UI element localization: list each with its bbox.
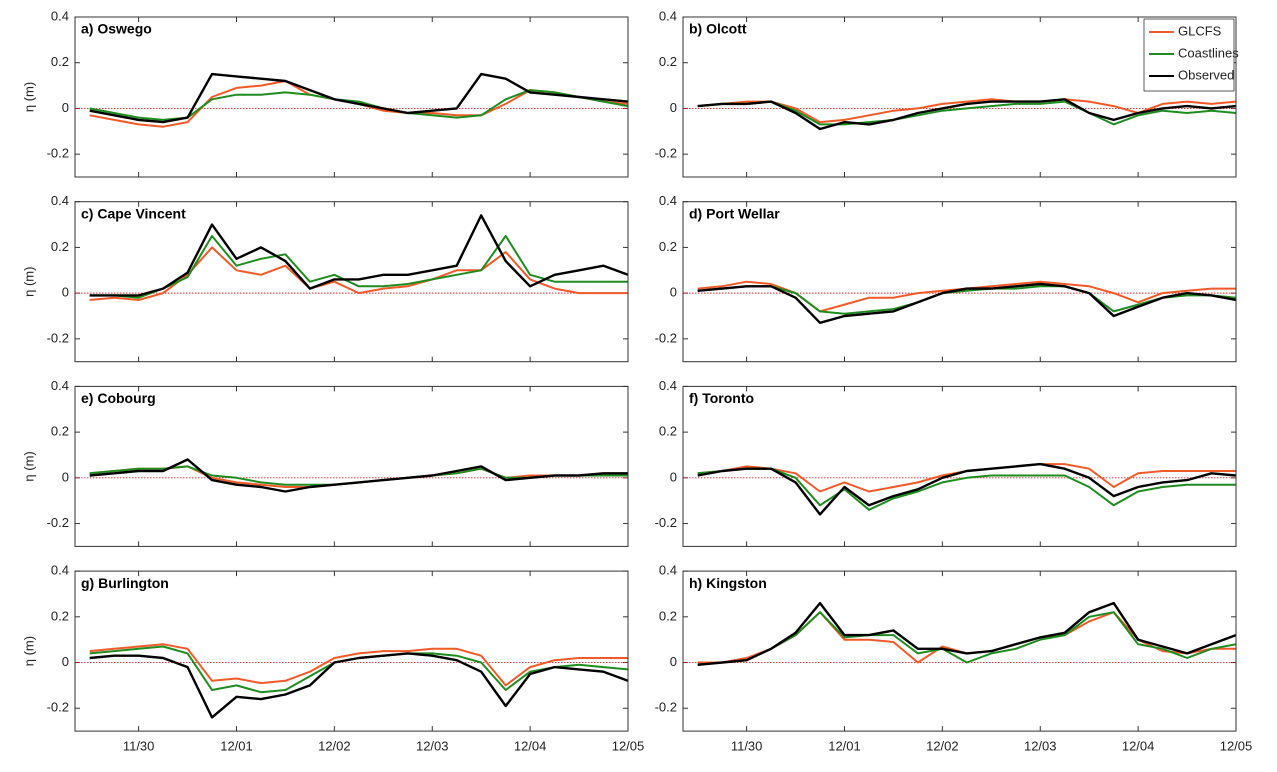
y-tick-label: -0.2 — [655, 700, 677, 715]
y-tick-label: 0 — [670, 100, 677, 115]
panel-title: g) Burlington — [81, 575, 169, 591]
y-tick-label: 0.4 — [659, 563, 677, 578]
panel-title: f) Toronto — [689, 390, 754, 406]
x-tick-label: 12/02 — [318, 739, 351, 754]
plot-area — [75, 571, 628, 732]
plot-lines — [697, 462, 1236, 516]
plot-area — [75, 201, 628, 362]
plot-lines — [89, 643, 628, 719]
y-tick-label: 0 — [670, 654, 677, 669]
plot-area — [75, 386, 628, 547]
x-tick-label: 12/01 — [828, 739, 861, 754]
series-line — [89, 72, 628, 124]
x-tick-label: 12/02 — [926, 739, 959, 754]
x-tick-label: 12/03 — [416, 739, 449, 754]
y-tick-label: 0.4 — [659, 193, 677, 208]
x-tick-label: 12/04 — [1122, 739, 1155, 754]
plot-frame — [682, 385, 1237, 547]
x-tick-label: 11/30 — [731, 739, 763, 754]
y-tick-label: 0.4 — [51, 193, 69, 208]
y-tick-label: 0.4 — [51, 8, 69, 23]
x-tick-label: 12/05 — [612, 739, 645, 754]
plot-frame — [74, 385, 629, 547]
panel-title: h) Kingston — [689, 575, 767, 591]
y-tick-label: 0.4 — [659, 8, 677, 23]
plot-lines — [697, 280, 1236, 324]
y-tick-label: 0.2 — [659, 424, 677, 439]
panel-title: e) Cobourg — [81, 390, 156, 406]
x-tick-label: 12/04 — [514, 739, 547, 754]
y-tick-label: -0.2 — [47, 700, 69, 715]
x-tick-label: 11/30 — [123, 739, 155, 754]
y-tick-label: 0.2 — [51, 54, 69, 69]
y-tick-label: 0.2 — [51, 239, 69, 254]
plot-frame — [74, 570, 629, 732]
y-tick-label: -0.2 — [47, 146, 69, 161]
legend-label: GLCFS — [1178, 23, 1222, 38]
x-tick-label: 12/05 — [1220, 739, 1253, 754]
plot-lines — [697, 98, 1236, 131]
series-line — [697, 601, 1236, 666]
series-line — [89, 214, 628, 297]
legend-label: Observed — [1178, 67, 1234, 82]
y-tick-label: 0.2 — [659, 54, 677, 69]
series-line — [697, 98, 1236, 131]
series-line — [89, 652, 628, 719]
series-line — [697, 611, 1236, 666]
legend-label: Coastlines — [1178, 45, 1239, 60]
series-line — [697, 462, 1236, 516]
series-line — [697, 100, 1236, 126]
y-tick-label: 0.2 — [51, 608, 69, 623]
y-tick-label: 0.4 — [659, 378, 677, 393]
panel-title: d) Port Wellar — [689, 205, 780, 221]
x-tick-label: 12/03 — [1024, 739, 1057, 754]
y-tick-label: -0.2 — [655, 146, 677, 161]
series-line — [89, 235, 628, 299]
y-tick-label: 0 — [62, 100, 69, 115]
series-line — [697, 282, 1236, 324]
y-tick-label: 0 — [670, 285, 677, 300]
plot-frame — [74, 201, 629, 363]
y-tick-label: 0.4 — [51, 563, 69, 578]
y-tick-label: -0.2 — [47, 515, 69, 530]
y-tick-label: 0.2 — [659, 608, 677, 623]
series-line — [697, 98, 1236, 124]
y-axis-label: η (m) — [21, 636, 36, 666]
plot-frame — [682, 201, 1237, 363]
plot-area — [75, 17, 628, 177]
panel-title: c) Cape Vincent — [81, 205, 186, 221]
y-tick-label: 0 — [670, 469, 677, 484]
y-axis-label: η (m) — [21, 267, 36, 297]
plot-lines — [697, 601, 1236, 666]
series-line — [697, 285, 1236, 315]
x-tick-label: 12/01 — [220, 739, 253, 754]
plot-frame — [682, 16, 1237, 178]
plot-area — [683, 386, 1236, 547]
y-tick-label: -0.2 — [655, 330, 677, 345]
plot-lines — [89, 72, 628, 128]
y-tick-label: 0.2 — [51, 424, 69, 439]
legend: GLCFS Coastlines Observed — [1143, 18, 1239, 92]
panel-title: a) Oswego — [81, 21, 152, 37]
y-axis-label: η (m) — [21, 451, 36, 481]
plot-lines — [89, 214, 628, 301]
series-line — [89, 458, 628, 493]
series-line — [89, 643, 628, 687]
y-tick-label: 0 — [62, 469, 69, 484]
plot-frame — [74, 16, 629, 178]
plot-frame — [682, 570, 1237, 732]
y-tick-label: -0.2 — [655, 515, 677, 530]
y-tick-label: -0.2 — [47, 330, 69, 345]
panel-title: b) Olcott — [689, 21, 747, 37]
y-tick-label: 0 — [62, 285, 69, 300]
series-line — [697, 467, 1236, 511]
y-tick-label: 0 — [62, 654, 69, 669]
y-axis-label: η (m) — [21, 82, 36, 112]
y-tick-label: 0.2 — [659, 239, 677, 254]
plot-area — [683, 201, 1236, 362]
y-tick-label: 0.4 — [51, 378, 69, 393]
plot-lines — [89, 458, 628, 493]
